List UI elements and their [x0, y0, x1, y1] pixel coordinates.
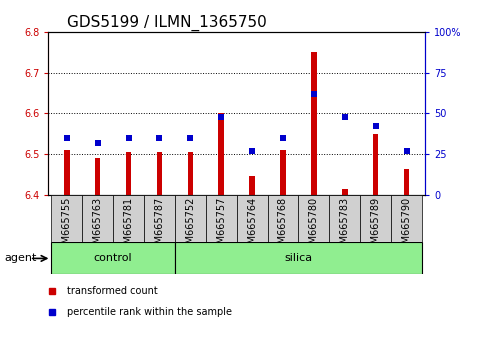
Bar	[175, 242, 422, 274]
Bar	[249, 176, 255, 195]
Text: GSM665768: GSM665768	[278, 197, 288, 256]
Bar	[280, 150, 286, 195]
Bar	[187, 152, 193, 195]
Bar	[64, 150, 70, 195]
Text: silica: silica	[284, 253, 313, 263]
Bar	[175, 195, 206, 242]
Bar	[373, 133, 378, 195]
Text: agent: agent	[5, 253, 37, 263]
Bar	[298, 195, 329, 242]
Bar	[51, 195, 82, 242]
Text: GSM665781: GSM665781	[124, 197, 134, 256]
Text: GSM665763: GSM665763	[93, 197, 103, 256]
Text: GSM665787: GSM665787	[155, 197, 165, 256]
Bar	[82, 195, 113, 242]
Bar	[51, 242, 175, 274]
Bar	[218, 113, 224, 195]
Bar	[404, 170, 409, 195]
Bar	[144, 195, 175, 242]
Bar	[342, 189, 348, 195]
Text: GSM665783: GSM665783	[340, 197, 350, 256]
Bar	[329, 195, 360, 242]
Text: percentile rank within the sample: percentile rank within the sample	[67, 307, 232, 317]
Text: GSM665757: GSM665757	[216, 197, 226, 256]
Bar	[360, 195, 391, 242]
Bar	[95, 158, 100, 195]
Bar	[311, 52, 317, 195]
Text: transformed count: transformed count	[67, 286, 158, 296]
Text: control: control	[94, 253, 132, 263]
Text: GSM665780: GSM665780	[309, 197, 319, 256]
Text: GSM665764: GSM665764	[247, 197, 257, 256]
Bar	[126, 152, 131, 195]
Bar	[268, 195, 298, 242]
Bar	[156, 152, 162, 195]
Text: GDS5199 / ILMN_1365750: GDS5199 / ILMN_1365750	[67, 14, 267, 30]
Bar	[237, 195, 268, 242]
Text: GSM665789: GSM665789	[370, 197, 381, 256]
Text: GSM665790: GSM665790	[401, 197, 412, 256]
Text: GSM665755: GSM665755	[62, 197, 72, 256]
Bar	[206, 195, 237, 242]
Text: GSM665752: GSM665752	[185, 197, 195, 256]
Bar	[113, 195, 144, 242]
Bar	[391, 195, 422, 242]
